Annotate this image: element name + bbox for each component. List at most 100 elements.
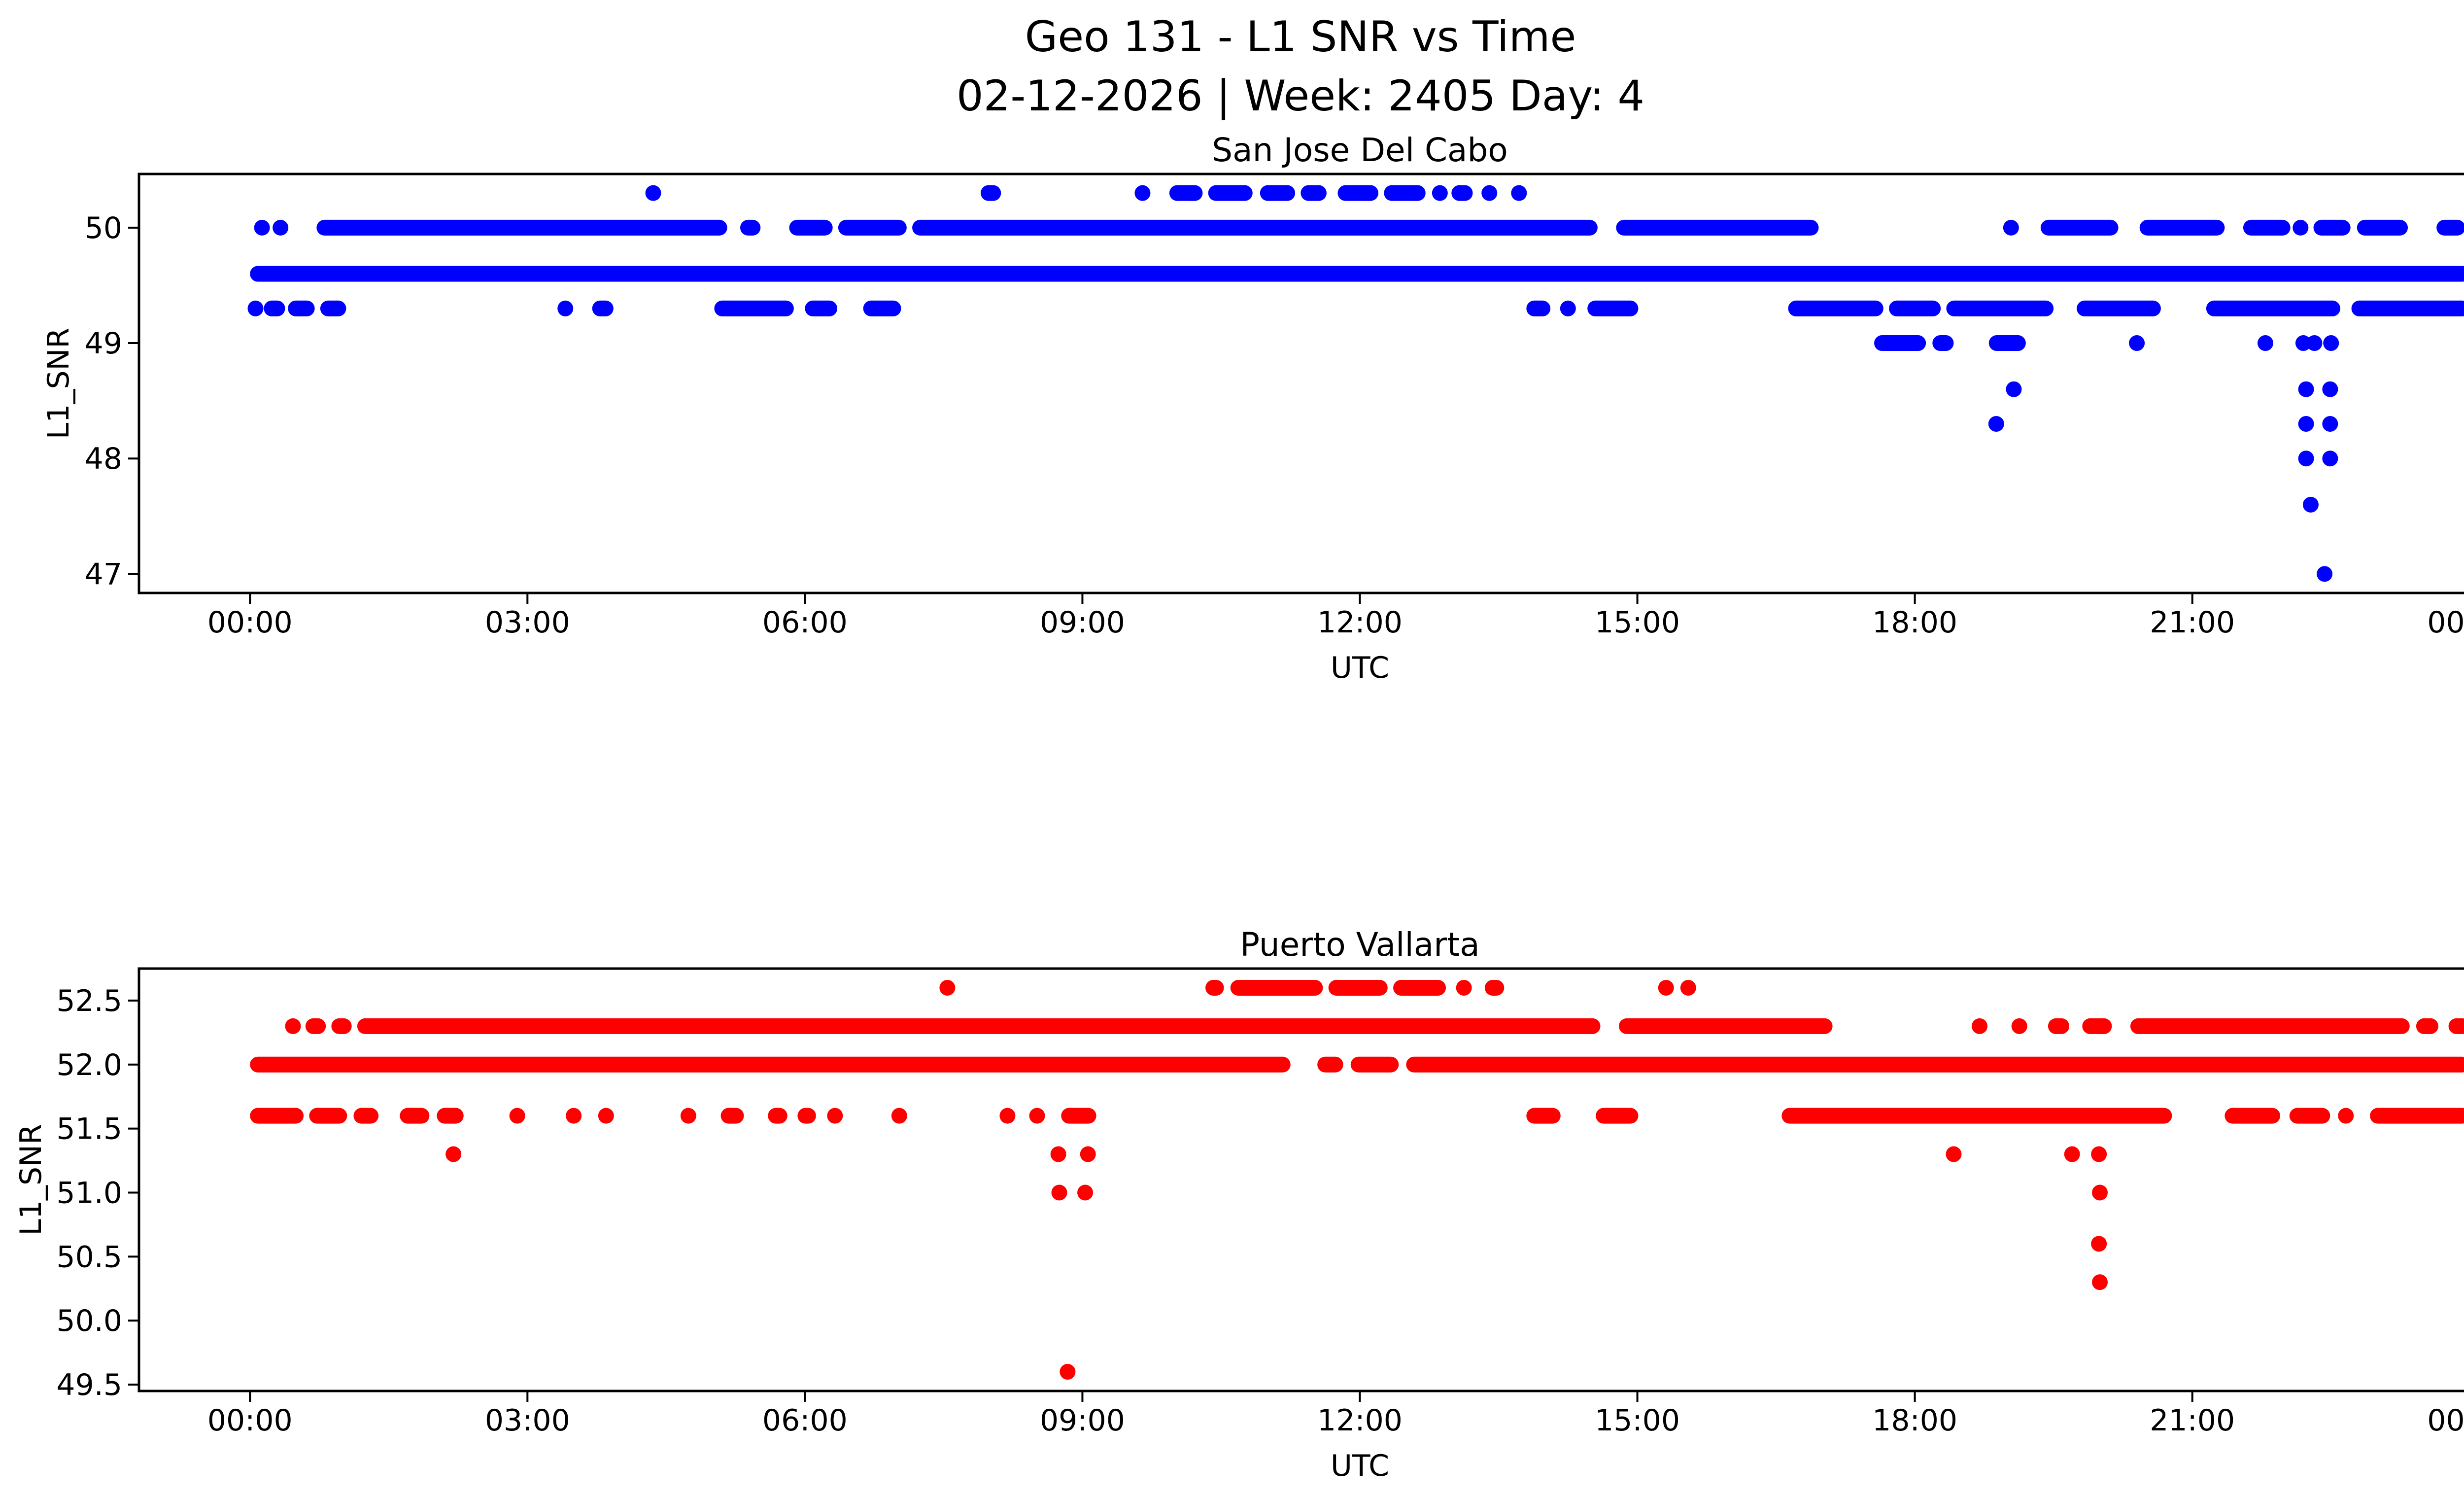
data-point (2295, 335, 2311, 351)
data-point (645, 185, 661, 201)
x-tick-label: 00:00 (207, 605, 293, 640)
data-point (2298, 416, 2314, 432)
y-tick-label: 52.0 (56, 1048, 122, 1082)
x-tick-label: 12:00 (1317, 1403, 1403, 1438)
data-point (1511, 185, 1527, 201)
y-axis: 52.5 52.0 51.5 51.0 50.5 50.0 49.5 L1_SNR (14, 984, 139, 1402)
data-point (557, 300, 574, 316)
x-axis: 00:00 03:00 06:00 09:00 12:00 15:00 18:00 21:00… (207, 1391, 2464, 1483)
y-tick-label: 50 (85, 211, 122, 245)
band-50 (254, 219, 2464, 236)
data-point (2091, 1146, 2107, 1162)
scatter-series (247, 185, 2464, 582)
data-point (2298, 451, 2314, 467)
data-point (2338, 1108, 2354, 1124)
band-51 (1051, 1184, 2108, 1201)
y-tick-label: 49.5 (56, 1368, 122, 1402)
data-point (2064, 1146, 2080, 1162)
x-tick-label: 06:00 (762, 1403, 848, 1438)
y-tick-label: 50.0 (56, 1304, 122, 1338)
data-point (1972, 1018, 1988, 1034)
data-point (1050, 1146, 1066, 1162)
y-axis: 50 49 48 47 L1_SNR (41, 211, 139, 591)
x-tick-label: 21:00 (2150, 605, 2235, 640)
x-tick-label: 21:00 (2150, 1403, 2235, 1438)
subplot-puerto-vallarta: 00:00 03:00 06:00 09:00 12:00 15:00 18:00 21:00… (14, 926, 2464, 1483)
data-point (891, 1108, 907, 1124)
x-tick-label: 03:00 (485, 605, 570, 640)
data-point (1560, 300, 1576, 316)
figure-title-line1: Geo 131 - L1 SNR vs Time (1025, 12, 1576, 62)
data-point (939, 979, 956, 996)
band-48.6 (2006, 381, 2338, 397)
data-point (2011, 1018, 2027, 1034)
data-point (2306, 335, 2323, 351)
band-50.6 (2091, 1236, 2107, 1252)
data-point (2317, 566, 2333, 582)
band-50.3 (2092, 1274, 2108, 1290)
x-tick-label: 18:00 (1872, 605, 1957, 640)
data-point (2322, 451, 2338, 467)
data-point (1946, 1146, 1962, 1162)
band-52.3 (285, 1018, 2464, 1034)
data-point (2006, 381, 2022, 397)
x-tick-label: 00:00 (2427, 605, 2464, 640)
data-point (285, 1018, 301, 1034)
band-48.3 (1988, 416, 2338, 432)
x-tick-label: 09:00 (1040, 1403, 1125, 1438)
y-tick-label: 50.5 (56, 1240, 122, 1274)
x-axis: 00:00 03:00 06:00 09:00 12:00 15:00 18:00 21:00… (207, 593, 2464, 685)
subplot-title-san-jose-del-cabo: San Jose Del Cabo (1212, 131, 1508, 169)
band-52.6 (939, 979, 1696, 996)
band-51.6 (250, 1108, 2464, 1124)
x-axis-label: UTC (1331, 651, 1389, 685)
y-axis-label: L1_SNR (41, 328, 76, 439)
x-tick-label: 18:00 (1872, 1403, 1957, 1438)
data-point (2091, 1236, 2107, 1252)
data-point (680, 1108, 696, 1124)
data-point (2323, 335, 2339, 351)
band-48 (2298, 451, 2338, 467)
x-tick-label: 00:00 (207, 1403, 293, 1438)
data-point (1680, 979, 1696, 996)
band-49.6 (1060, 1364, 1076, 1380)
subplot-san-jose-del-cabo: 00:00 03:00 06:00 09:00 12:00 15:00 18:00 21:00… (41, 131, 2464, 685)
x-axis-label: UTC (1331, 1449, 1389, 1483)
data-point (2322, 416, 2338, 432)
data-point (2003, 219, 2019, 236)
y-tick-label: 52.5 (56, 984, 122, 1018)
data-point (1051, 1184, 1067, 1201)
y-tick-label: 51.5 (56, 1112, 122, 1147)
data-point (2257, 335, 2273, 351)
subplot-title-puerto-vallarta: Puerto Vallarta (1240, 926, 1480, 964)
data-point (1988, 416, 2004, 432)
data-point (247, 300, 264, 316)
figure-title-line2: 02-12-2026 | Week: 2405 Day: 4 (956, 71, 1645, 121)
x-tick-label: 06:00 (762, 605, 848, 640)
data-point (1134, 185, 1151, 201)
data-point (445, 1146, 462, 1162)
data-point (273, 219, 289, 236)
data-point (1080, 1146, 1096, 1162)
data-point (1029, 1108, 1045, 1124)
band-51.3 (445, 1146, 2107, 1162)
axes-spines (137, 173, 2464, 594)
band-49.3 (247, 300, 2464, 316)
band-49 (1874, 335, 2339, 351)
data-point (2129, 335, 2145, 351)
data-point (1060, 1364, 1076, 1380)
data-point (1077, 1184, 1094, 1201)
band-50.3 (645, 185, 1527, 201)
band-47.6 (2302, 496, 2319, 513)
data-point (827, 1108, 843, 1124)
x-tick-label: 00:00 (2427, 1403, 2464, 1438)
data-point (999, 1108, 1016, 1124)
data-point (254, 219, 270, 236)
y-tick-label: 47 (85, 557, 122, 591)
data-point (2298, 381, 2314, 397)
band-47 (2317, 566, 2333, 582)
x-tick-label: 03:00 (485, 1403, 570, 1438)
y-tick-label: 51.0 (56, 1176, 122, 1210)
